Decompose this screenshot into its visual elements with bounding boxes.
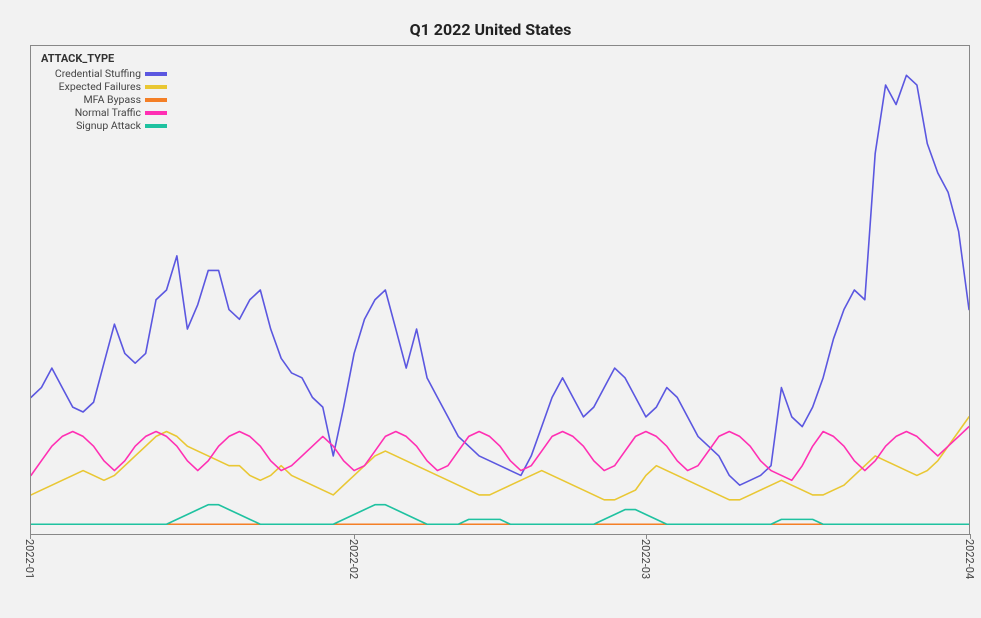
series-line (31, 505, 969, 525)
legend-item: MFA Bypass (41, 93, 167, 106)
chart-title: Q1 2022 United States (20, 20, 961, 39)
x-tick-label: 2022-01 (23, 539, 36, 579)
plot-area: ATTACK_TYPE Credential StuffingExpected … (30, 45, 970, 535)
legend-item: Normal Traffic (41, 106, 167, 119)
legend-item-swatch (145, 72, 167, 76)
legend-item-label: Expected Failures (41, 80, 141, 93)
x-tick-label: 2022-02 (347, 539, 360, 579)
line-series-svg (31, 46, 969, 534)
legend-item-label: Normal Traffic (41, 106, 141, 119)
legend-item: Signup Attack (41, 119, 167, 132)
legend-item-swatch (145, 111, 167, 115)
legend-item-swatch (145, 124, 167, 128)
legend-item: Expected Failures (41, 80, 167, 93)
series-line (31, 417, 969, 500)
legend-item: Credential Stuffing (41, 67, 167, 80)
chart-container: Q1 2022 United States ATTACK_TYPE Creden… (0, 0, 981, 618)
legend: ATTACK_TYPE Credential StuffingExpected … (41, 52, 167, 132)
legend-item-label: Signup Attack (41, 119, 141, 132)
x-axis: 2022-012022-022022-032022-04 (30, 535, 970, 595)
legend-item-swatch (145, 98, 167, 102)
legend-title: ATTACK_TYPE (41, 52, 167, 65)
series-line (31, 75, 969, 485)
legend-item-swatch (145, 85, 167, 89)
legend-item-label: MFA Bypass (41, 93, 141, 106)
x-tick-label: 2022-03 (639, 539, 652, 579)
x-tick-label: 2022-04 (963, 539, 976, 579)
legend-item-label: Credential Stuffing (41, 67, 141, 80)
